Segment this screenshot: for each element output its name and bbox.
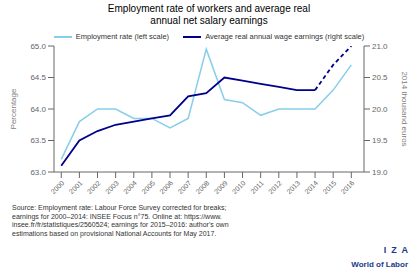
- svg-text:Percentage: Percentage: [9, 88, 18, 129]
- svg-text:64.0: 64.0: [30, 105, 46, 114]
- html-text:I Z A: I Z A: [383, 245, 408, 255]
- svg-text:63.0: 63.0: [30, 168, 46, 177]
- svg-text:2008: 2008: [195, 179, 211, 195]
- svg-text:2015: 2015: [321, 179, 337, 195]
- svg-text:63.5: 63.5: [30, 136, 46, 145]
- svg-text:2011: 2011: [249, 179, 265, 195]
- svg-text:2016: 2016: [340, 179, 356, 195]
- svg-text:2005: 2005: [140, 179, 156, 195]
- html-text:World of Labor: World of Labor: [351, 260, 408, 269]
- svg-text:2007: 2007: [176, 179, 192, 195]
- html-text:Source: Employment rate: Labou: Source: Employment rate: Labour Force Su…: [12, 204, 229, 237]
- svg-text:2001: 2001: [68, 179, 84, 195]
- svg-text:20.0: 20.0: [372, 105, 388, 114]
- svg-text:2000: 2000: [50, 179, 66, 195]
- svg-text:2014: 2014: [303, 179, 319, 195]
- svg-text:19.0: 19.0: [372, 168, 388, 177]
- svg-text:65.0: 65.0: [30, 42, 46, 51]
- svg-text:2003: 2003: [104, 179, 120, 195]
- html-text:Average real annual wage earni: Average real annual wage earnings (right…: [205, 32, 365, 41]
- html-text:Employment rate of workers and: Employment rate of workers and average r…: [107, 3, 311, 26]
- svg-text:2014 thousand euros: 2014 thousand euros: [400, 71, 409, 146]
- svg-text:19.5: 19.5: [372, 136, 388, 145]
- svg-text:21.0: 21.0: [372, 42, 388, 51]
- svg-text:2006: 2006: [158, 179, 174, 195]
- svg-text:2009: 2009: [213, 179, 229, 195]
- svg-text:2004: 2004: [122, 179, 138, 195]
- svg-text:2002: 2002: [86, 179, 102, 195]
- svg-text:20.5: 20.5: [372, 73, 388, 82]
- svg-text:2010: 2010: [231, 179, 247, 195]
- svg-text:64.5: 64.5: [30, 73, 46, 82]
- svg-text:2013: 2013: [285, 179, 301, 195]
- svg-text:2012: 2012: [267, 179, 283, 195]
- html-text:Employment rate (left scale): Employment rate (left scale): [75, 32, 170, 41]
